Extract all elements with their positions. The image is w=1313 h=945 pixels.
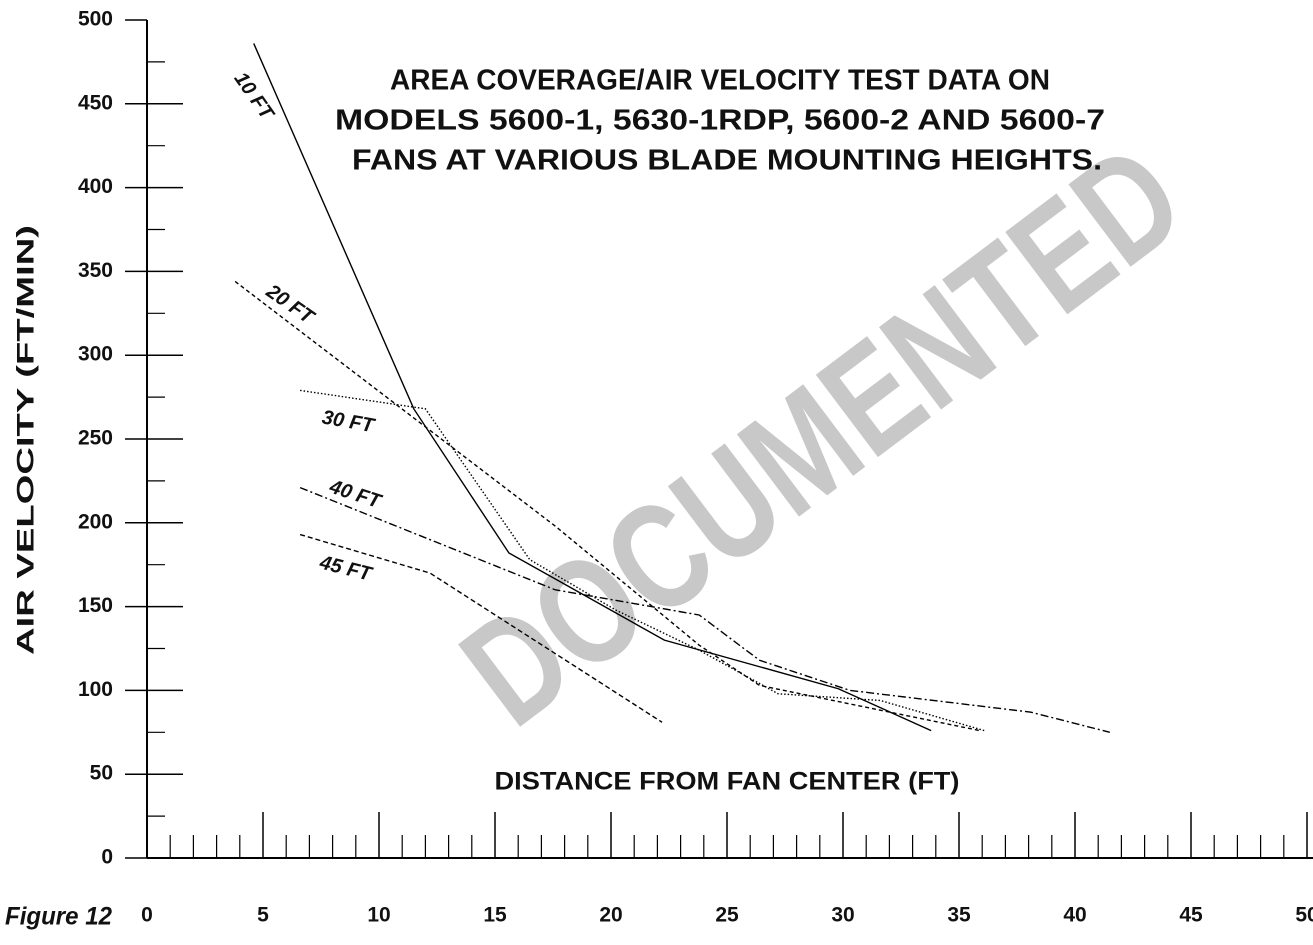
series-label: 30 FT — [320, 406, 377, 437]
y-tick-label: 200 — [78, 510, 113, 533]
x-tick-label: 30 — [831, 904, 854, 927]
x-tick-label: 50 — [1295, 904, 1313, 927]
chart-title: AREA COVERAGE/AIR VELOCITY TEST DATA ON — [390, 65, 1050, 97]
y-tick-label: 500 — [78, 8, 113, 31]
y-tick-label: 300 — [78, 343, 113, 366]
x-tick-label: 35 — [947, 904, 971, 927]
figure-label: Figure 12 — [5, 903, 112, 931]
y-tick-label: 350 — [78, 259, 113, 282]
chart-title: FANS AT VARIOUS BLADE MOUNTING HEIGHTS. — [352, 145, 1102, 177]
y-tick-label: 50 — [90, 762, 113, 785]
y-tick-label: 0 — [101, 846, 113, 869]
y-axis-label: AIR VELOCITY (FT/MIN) — [12, 225, 39, 655]
series-line — [234, 280, 981, 732]
y-tick-label: 150 — [78, 594, 113, 617]
series-label: 45 FT — [317, 551, 376, 586]
y-tick-label: 400 — [78, 175, 113, 198]
y-tick-label: 250 — [78, 427, 113, 450]
series-label: 10 FT — [230, 68, 279, 125]
series-line — [300, 389, 985, 732]
x-tick-label: 0 — [141, 904, 153, 927]
x-tick-label: 45 — [1179, 904, 1203, 927]
y-tick-label: 100 — [78, 678, 113, 701]
series-line — [253, 43, 932, 732]
y-tick-label: 450 — [78, 91, 113, 114]
x-tick-label: 40 — [1063, 904, 1086, 927]
series-line — [299, 486, 1110, 733]
x-tick-label: 25 — [715, 904, 739, 927]
watermark: DOCUMENTED — [432, 111, 1212, 757]
chart-title: MODELS 5600-1, 5630-1RDP, 5600-2 AND 560… — [335, 105, 1105, 137]
series-label: 20 FT — [261, 280, 319, 330]
series-label: 40 FT — [326, 476, 385, 514]
x-tick-label: 10 — [367, 904, 390, 927]
x-tick-label: 15 — [483, 904, 507, 927]
x-tick-label: 20 — [599, 904, 622, 927]
x-tick-label: 5 — [257, 904, 269, 927]
x-axis-label: DISTANCE FROM FAN CENTER (FT) — [495, 768, 960, 796]
